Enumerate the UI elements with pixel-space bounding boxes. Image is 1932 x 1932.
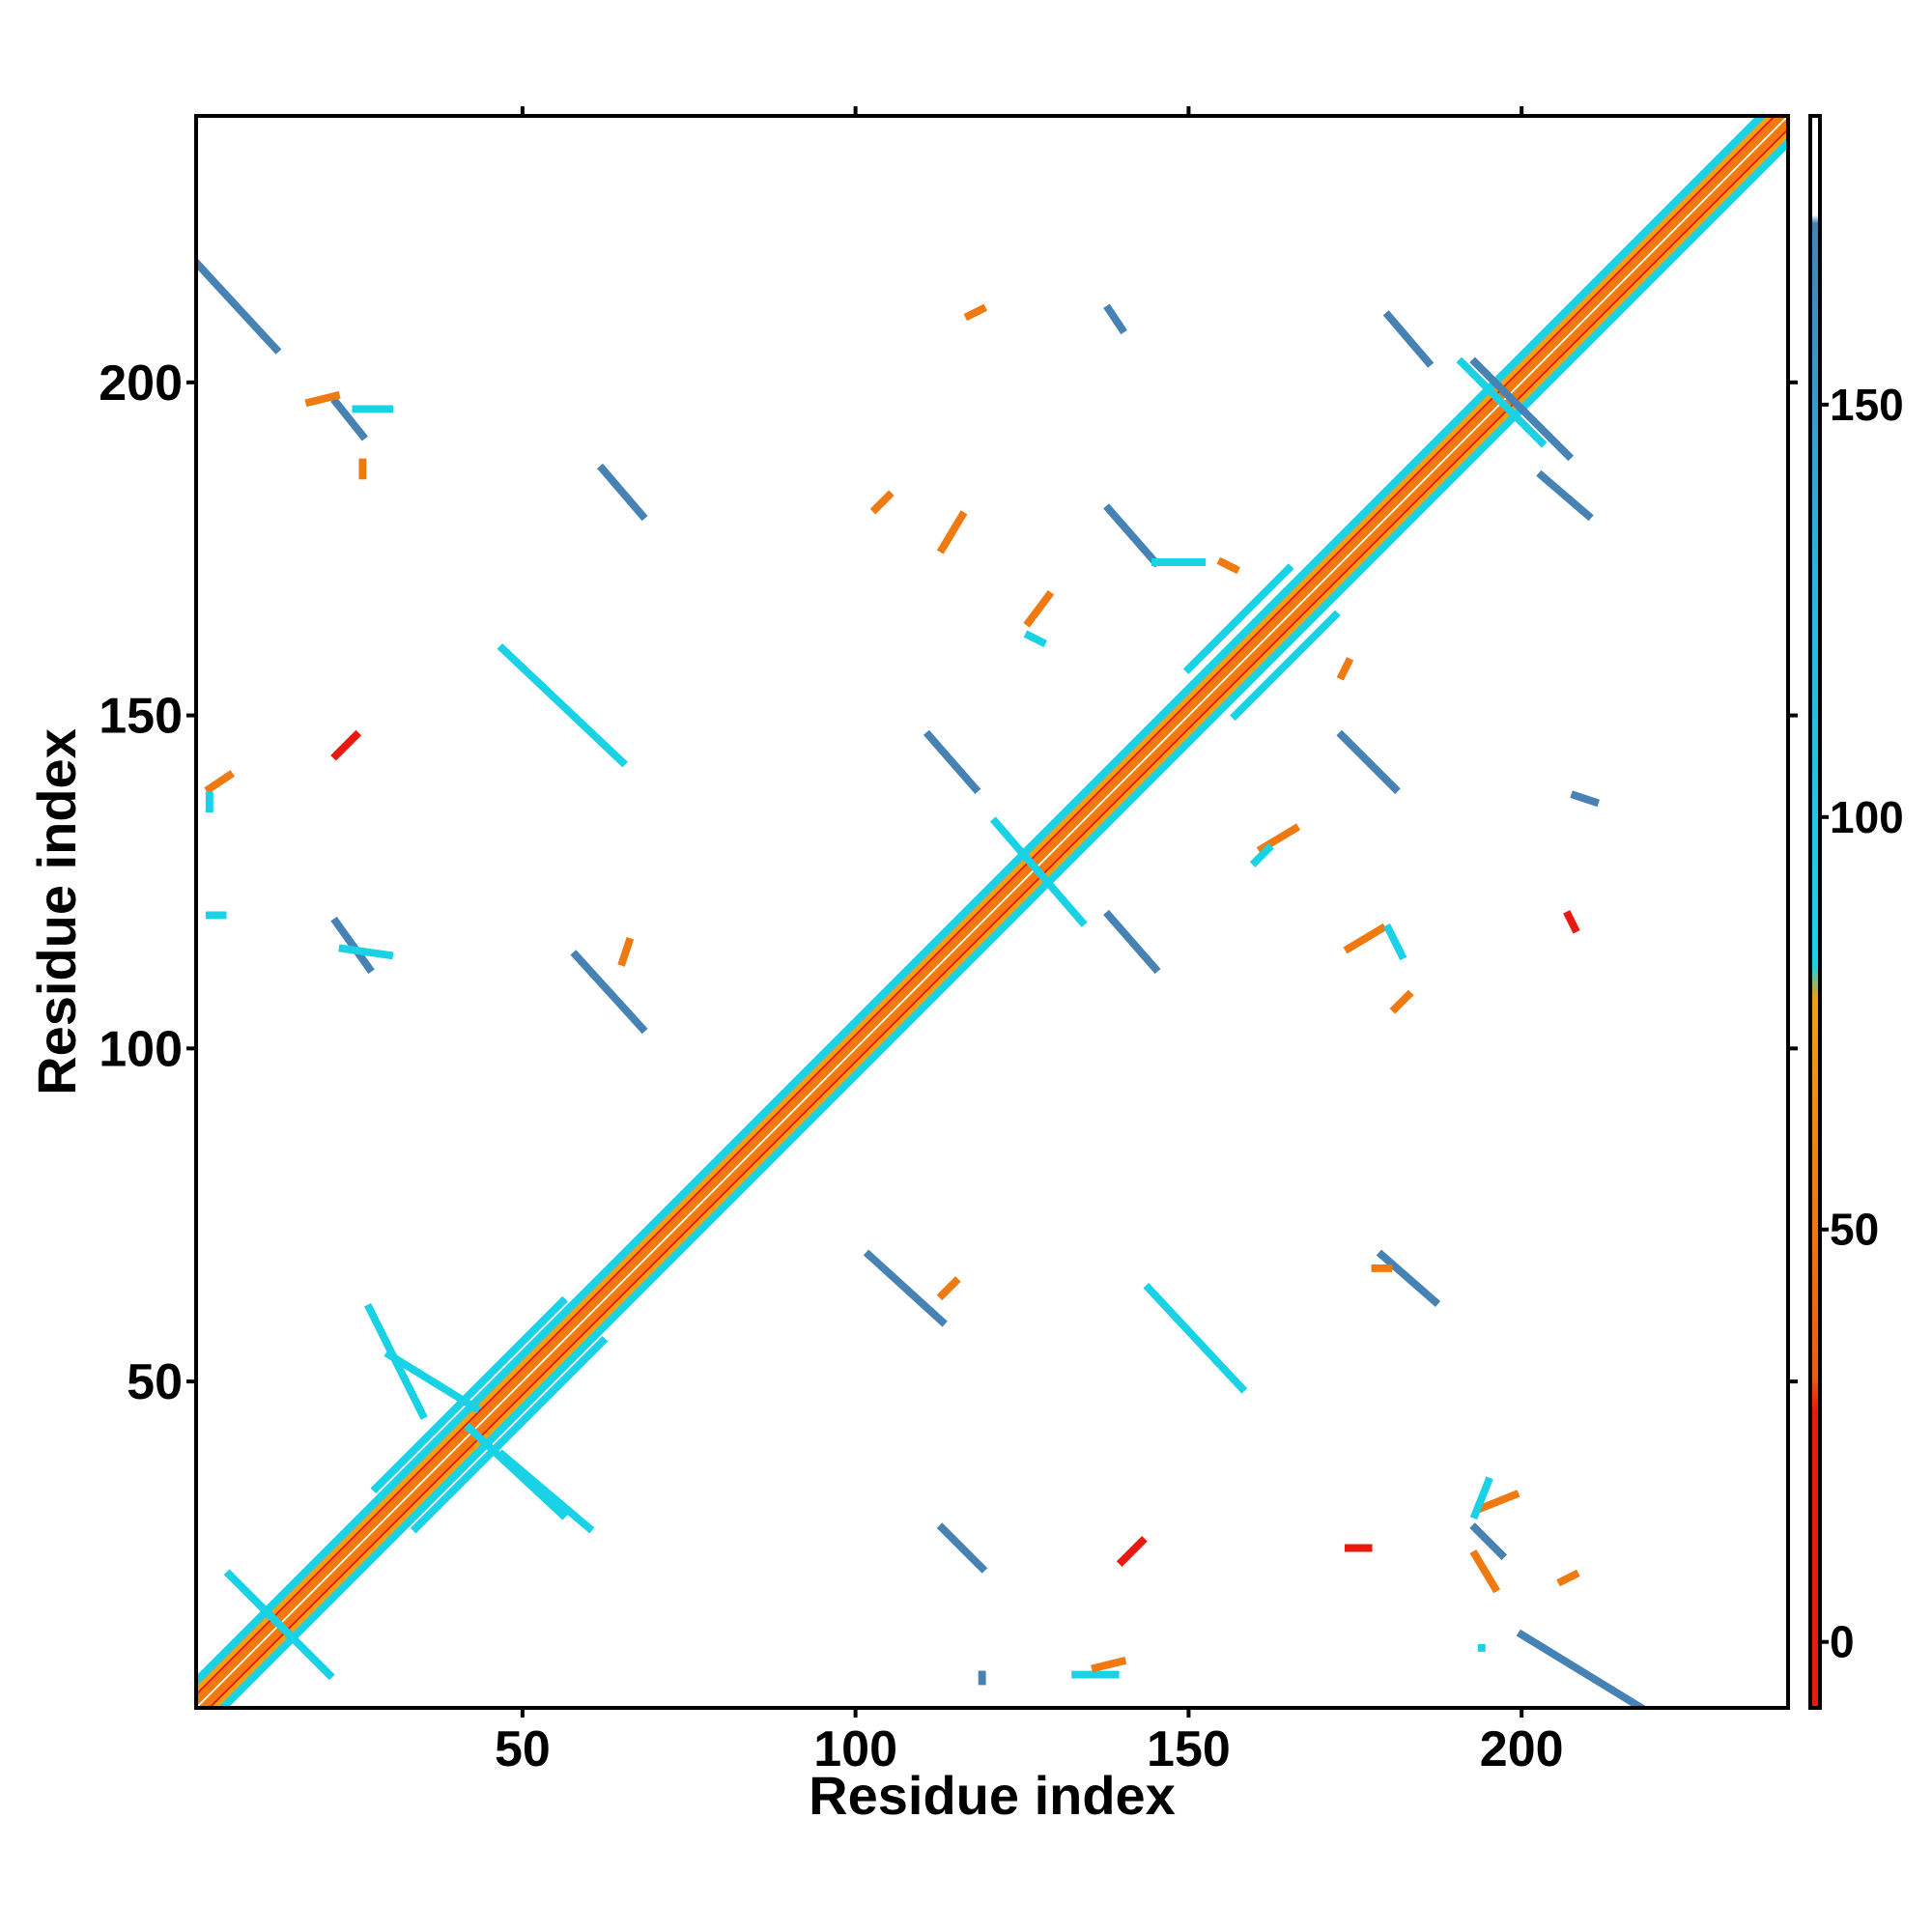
contact-segment-52: [1343, 923, 1387, 954]
contact-segment-71: [1556, 1569, 1580, 1587]
contact-segment-62: [464, 1422, 568, 1520]
contact-segment-64: [1143, 1283, 1248, 1394]
contact-segment-46: [1023, 630, 1048, 648]
contact-segment-13: [223, 1569, 335, 1681]
x-tick-label-150: 150: [1147, 1721, 1231, 1777]
colorbar-frame: [1808, 114, 1822, 1710]
contact-segment-55: [1563, 910, 1580, 934]
y-tick-label-100: 100: [99, 1021, 183, 1077]
contact-segment-45: [1023, 589, 1055, 628]
contact-segment-24: [923, 729, 981, 795]
contact-segment-34: [1516, 1629, 1647, 1708]
contact-segment-0: [196, 116, 1780, 1700]
contact-segment-38: [204, 770, 235, 794]
contact-segment-18: [330, 396, 368, 441]
contact-segment-5: [211, 130, 1788, 1708]
contact-segment-27: [330, 916, 375, 975]
contact-segment-11: [1230, 610, 1341, 722]
contact-segment-35: [304, 390, 341, 408]
contact-segment-32: [936, 1522, 988, 1574]
contact-segment-68: [1469, 1548, 1501, 1594]
contact-segment-7: [216, 136, 1788, 1708]
contact-segment-10: [1182, 563, 1294, 674]
contact-segment-2: [196, 116, 1787, 1707]
contact-segment-40: [330, 729, 362, 761]
contact-segment-21: [1536, 469, 1594, 522]
colorbar: [1810, 116, 1820, 1708]
contact-segment-4: [196, 116, 1774, 1693]
contact-segment-66: [1116, 1536, 1148, 1567]
y-tick-label-200: 200: [99, 355, 183, 412]
y-axis-ticks: 50 100 150 200: [99, 355, 1798, 1410]
x-axis-title: Residue index: [809, 1765, 1176, 1826]
contact-segment-50: [1249, 842, 1274, 867]
contact-segment-14: [989, 816, 1088, 927]
colorbar-tick-label-0: 0: [1830, 1617, 1855, 1667]
contact-segment-23: [1103, 303, 1127, 335]
contact-segment-74: [1091, 1656, 1127, 1673]
contact-segment-51: [1336, 657, 1354, 681]
contact-segment-56: [617, 937, 635, 967]
contact-segment-8: [370, 1295, 568, 1494]
contact-segment-57: [338, 944, 394, 960]
contact-segment-25: [1336, 729, 1401, 795]
contact-segment-54: [1389, 989, 1414, 1014]
contact-segment-16: [1469, 356, 1575, 462]
colorbar-ticks: 0 50 100 150: [1820, 380, 1904, 1667]
x-tick-label-50: 50: [495, 1721, 551, 1777]
contact-segment-28: [570, 950, 648, 1035]
colorbar-tick-label-150: 150: [1830, 380, 1904, 430]
x-axis-ticks: 50 100 150 200: [495, 106, 1564, 1777]
contact-segment-17: [196, 257, 282, 355]
contact-segment-70: [1469, 1476, 1493, 1520]
y-tick-label-150: 150: [99, 689, 183, 745]
contact-segment-43: [869, 490, 895, 515]
colorbar-tick-label-100: 100: [1830, 792, 1904, 842]
contact-segment-31: [1376, 1249, 1441, 1307]
contact-segment-41: [497, 643, 628, 768]
contact-segment-6: [196, 116, 1768, 1688]
contact-segment-61: [384, 1350, 482, 1414]
x-tick-label-100: 100: [813, 1721, 897, 1777]
contact-segment-1: [204, 124, 1788, 1708]
contact-segment-53: [1382, 923, 1407, 961]
contact-segment-48: [1216, 556, 1240, 575]
contact-segment-9: [410, 1336, 609, 1534]
contact-segment-63: [497, 1449, 595, 1534]
y-tick-label-50: 50: [127, 1354, 183, 1410]
y-axis-title: Residue index: [26, 728, 87, 1095]
contact-segment-69: [1476, 1490, 1520, 1514]
contact-segment-33: [1469, 1522, 1508, 1560]
x-tick-label-200: 200: [1480, 1721, 1564, 1777]
contact-segment-15: [1456, 356, 1548, 448]
colorbar-tick-label-50: 50: [1830, 1205, 1879, 1255]
contact-segment-20: [1382, 310, 1435, 368]
contact-segment-44: [936, 510, 968, 554]
contact-segment-42: [963, 303, 987, 322]
contact-segment-19: [597, 463, 648, 522]
plot-frame: [194, 114, 1790, 1710]
contact-segment-22: [1103, 503, 1161, 568]
contact-segment-26: [1570, 790, 1601, 808]
heatmap-data-layer: [196, 116, 1788, 1708]
contact-segment-30: [863, 1249, 948, 1327]
contact-segment-29: [1103, 909, 1161, 975]
contact-segment-3: [197, 117, 1788, 1708]
contact-segment-59: [936, 1276, 961, 1301]
